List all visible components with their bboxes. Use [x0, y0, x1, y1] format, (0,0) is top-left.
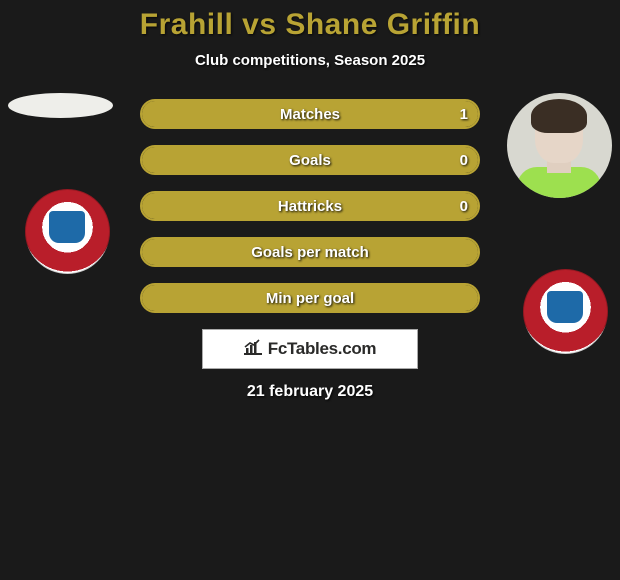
stat-value-right: 0: [460, 193, 468, 219]
stat-bars: Matches 1 Goals 0 Hattricks 0: [140, 99, 480, 313]
club-crest-right: [523, 269, 608, 354]
stat-bar: Goals 0: [140, 145, 480, 175]
stat-label: Min per goal: [142, 285, 478, 311]
watermark-text: FcTables.com: [268, 339, 377, 359]
stat-bar: Hattricks 0: [140, 191, 480, 221]
content-area: Matches 1 Goals 0 Hattricks 0: [0, 99, 620, 401]
player-left-avatar: [8, 93, 113, 118]
stat-bar: Goals per match: [140, 237, 480, 267]
chart-icon: [244, 339, 262, 360]
page-title: Frahill vs Shane Griffin: [0, 8, 620, 42]
date-label: 21 february 2025: [0, 383, 620, 401]
stat-value-right: 0: [460, 147, 468, 173]
stat-label: Matches: [142, 101, 478, 127]
stat-value-right: 1: [460, 101, 468, 127]
watermark: FcTables.com: [202, 329, 418, 369]
stat-label: Goals: [142, 147, 478, 173]
stat-label: Hattricks: [142, 193, 478, 219]
stat-bar: Matches 1: [140, 99, 480, 129]
comparison-card: Frahill vs Shane Griffin Club competitio…: [0, 0, 620, 401]
stat-bar: Min per goal: [140, 283, 480, 313]
subtitle: Club competitions, Season 2025: [0, 52, 620, 69]
stat-label: Goals per match: [142, 239, 478, 265]
club-crest-left: [25, 189, 110, 274]
player-right-avatar: [507, 93, 612, 198]
